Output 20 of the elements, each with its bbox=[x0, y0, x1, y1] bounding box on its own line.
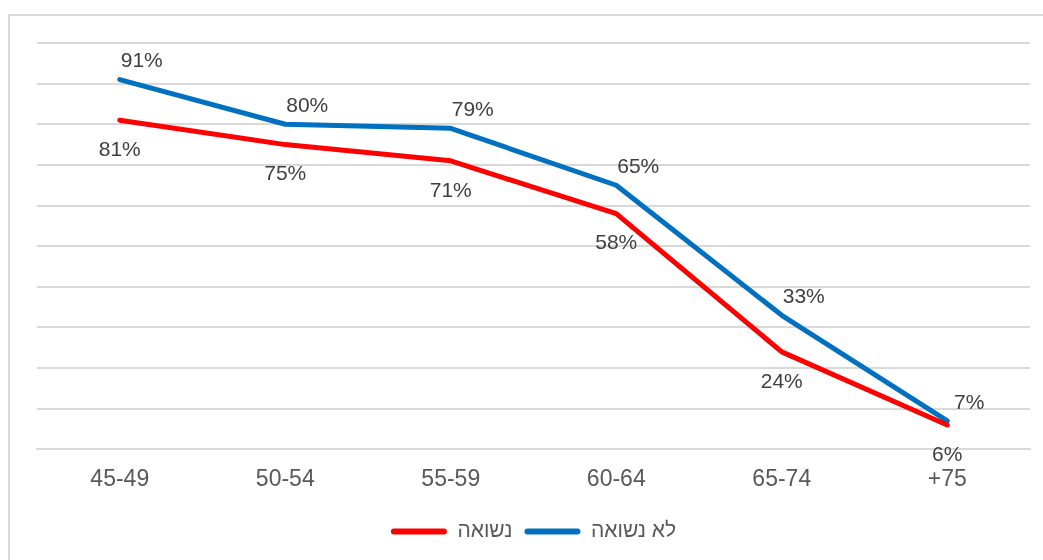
data-label: 80% bbox=[286, 93, 329, 117]
data-label: 24% bbox=[760, 368, 803, 392]
x-tick-label: 50-54 bbox=[255, 464, 315, 491]
x-tick-label: 60-64 bbox=[586, 464, 646, 491]
data-label: 58% bbox=[595, 230, 638, 254]
data-label: 71% bbox=[429, 177, 472, 201]
data-label: 65% bbox=[617, 154, 660, 178]
data-label: 6% bbox=[932, 441, 963, 465]
x-tick-label: 45-49 bbox=[90, 464, 150, 491]
data-label: 7% bbox=[954, 389, 985, 413]
x-tick-label: 65-74 bbox=[752, 464, 812, 491]
legend-label: נשואה bbox=[457, 518, 513, 542]
data-label: 33% bbox=[782, 284, 825, 308]
x-tick-label: +75 bbox=[927, 464, 967, 491]
data-label: 75% bbox=[264, 161, 307, 185]
x-tick-label: 55-59 bbox=[421, 464, 481, 491]
data-label: 81% bbox=[98, 137, 141, 161]
data-label: 79% bbox=[451, 97, 494, 121]
data-label: 91% bbox=[120, 48, 163, 72]
legend-label: לא נשואה bbox=[590, 518, 677, 542]
